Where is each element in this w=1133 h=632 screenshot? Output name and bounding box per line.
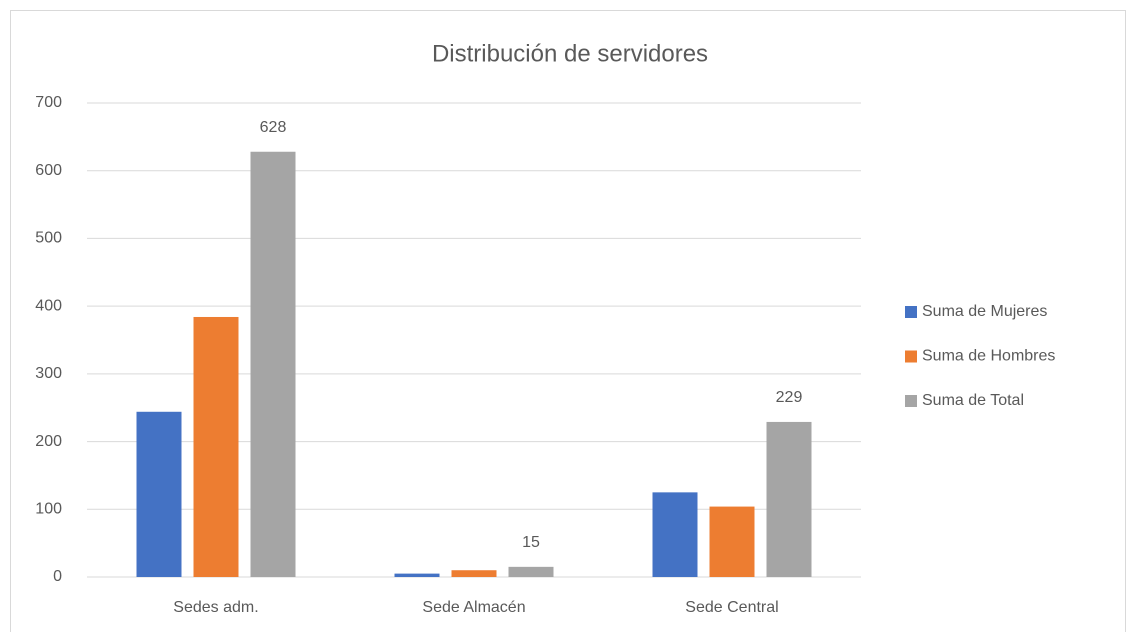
legend-label: Suma de Hombres (922, 348, 1055, 365)
y-tick-label: 400 (35, 297, 62, 314)
legend-swatch (905, 350, 917, 363)
x-tick-label: Sedes adm. (173, 599, 258, 616)
bar (136, 411, 182, 577)
bar (394, 573, 440, 577)
x-tick-label: Sede Almacén (422, 599, 525, 616)
y-tick-label: 500 (35, 230, 62, 247)
y-tick-label: 200 (35, 433, 62, 450)
bar (508, 566, 554, 577)
y-tick-label: 300 (35, 365, 62, 382)
bar (766, 421, 812, 577)
data-label: 15 (522, 534, 540, 551)
bar (193, 316, 239, 577)
y-tick-label: 600 (35, 162, 62, 179)
chart-title: Distribución de servidores (432, 40, 708, 67)
bar (652, 492, 698, 577)
y-tick-label: 100 (35, 501, 62, 518)
legend-label: Suma de Total (922, 392, 1024, 409)
bar (709, 506, 755, 577)
bar (451, 570, 497, 577)
x-tick-label: Sede Central (685, 599, 778, 616)
data-label: 229 (776, 389, 803, 406)
legend-swatch (905, 395, 917, 407)
y-tick-label: 0 (53, 568, 62, 585)
legend-label: Suma de Mujeres (922, 303, 1047, 320)
y-tick-label: 700 (35, 94, 62, 111)
bar (250, 151, 296, 578)
data-label: 628 (260, 119, 287, 136)
legend-swatch (905, 306, 917, 318)
